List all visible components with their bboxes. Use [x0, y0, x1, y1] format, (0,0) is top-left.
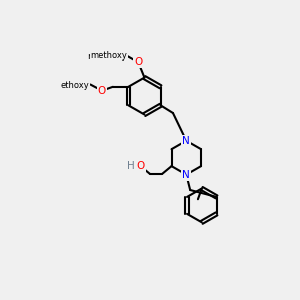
Text: N: N	[182, 169, 190, 180]
Text: O: O	[98, 86, 106, 96]
Text: H: H	[128, 161, 135, 171]
Text: ethoxy: ethoxy	[61, 81, 90, 90]
Text: methoxy: methoxy	[91, 51, 128, 60]
Text: N: N	[182, 136, 190, 146]
Text: methoxy: methoxy	[87, 52, 127, 61]
Text: O: O	[136, 161, 145, 171]
Text: O: O	[134, 57, 142, 67]
